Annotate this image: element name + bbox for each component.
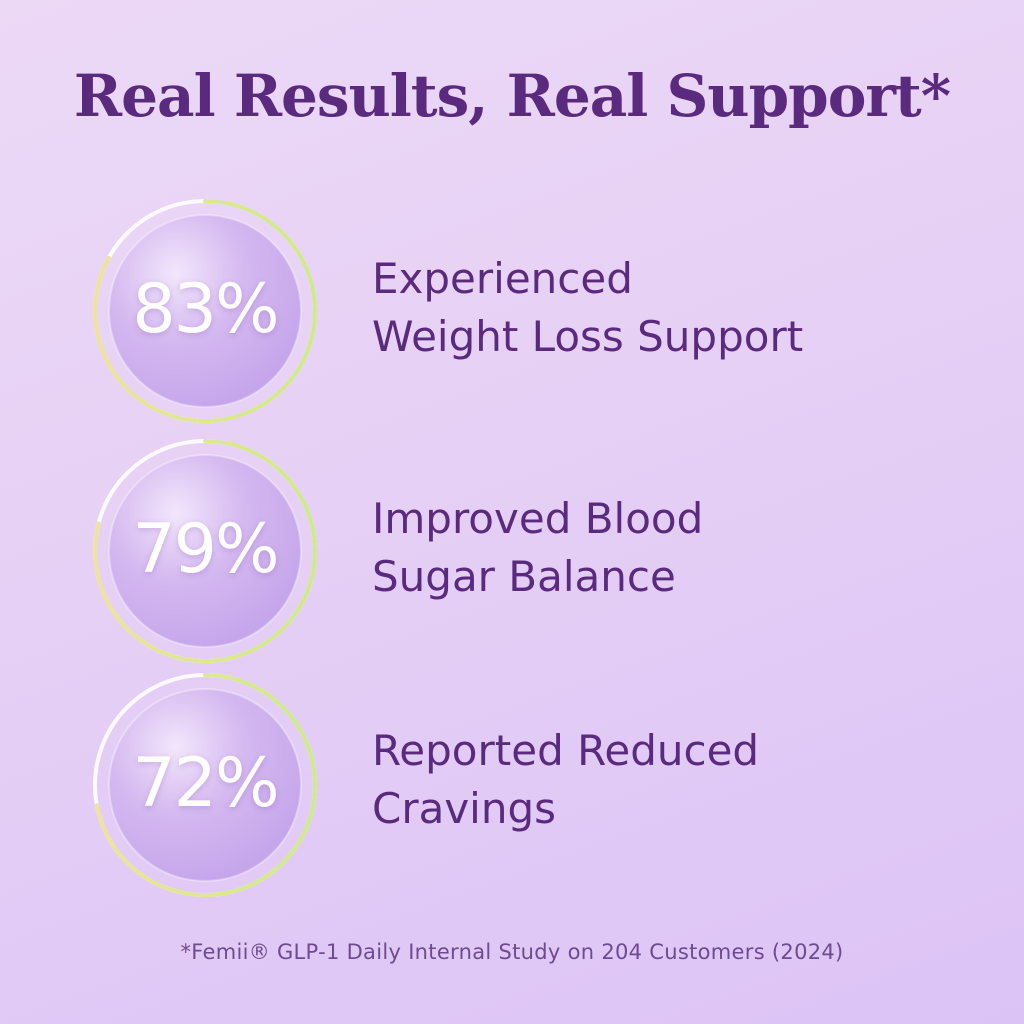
stat-label: Reported Reduced Cravings — [372, 722, 992, 838]
progress-ring: 79% — [92, 438, 318, 664]
stat-label-line: Sugar Balance — [372, 552, 676, 601]
stat-percent: 79% — [132, 510, 279, 589]
progress-ring: 72% — [92, 672, 318, 898]
stat-label: Experienced Weight Loss Support — [372, 250, 992, 366]
page-title: Real Results, Real Support* — [73, 62, 951, 130]
stat-percent: 72% — [132, 744, 279, 823]
stat-row: 72% Reported Reduced Cravings — [0, 672, 1024, 902]
stat-label-line: Experienced — [372, 254, 633, 303]
stat-label-line: Reported Reduced — [372, 726, 760, 775]
stat-label-line: Weight Loss Support — [372, 312, 804, 361]
stat-row: 83% Experienced Weight Loss Support — [0, 198, 1024, 428]
stat-label-line: Improved Blood — [372, 494, 704, 543]
stat-percent: 83% — [132, 270, 279, 349]
stat-row: 79% Improved Blood Sugar Balance — [0, 438, 1024, 668]
progress-ring: 83% — [92, 198, 318, 424]
stat-label: Improved Blood Sugar Balance — [372, 490, 992, 606]
footnote: *Femii® GLP-1 Daily Internal Study on 20… — [180, 940, 844, 964]
stat-label-line: Cravings — [372, 784, 557, 833]
